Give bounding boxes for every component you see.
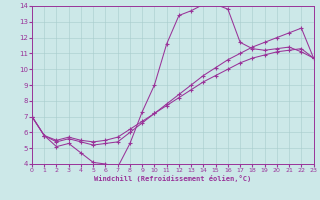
X-axis label: Windchill (Refroidissement éolien,°C): Windchill (Refroidissement éolien,°C) (94, 175, 252, 182)
